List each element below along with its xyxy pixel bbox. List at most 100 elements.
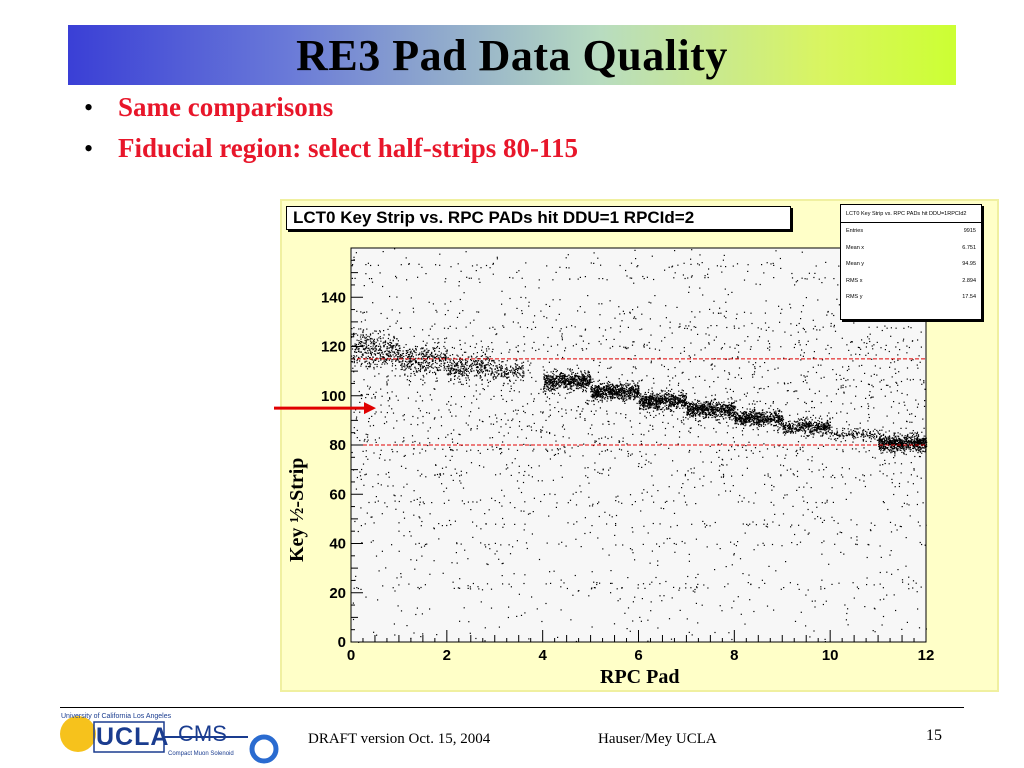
scatter-point [874, 438, 876, 440]
scatter-point [649, 318, 651, 320]
scatter-point [551, 392, 553, 394]
scatter-point [709, 525, 711, 527]
scatter-point [917, 608, 919, 610]
scatter-point [774, 513, 776, 515]
band-point [585, 391, 587, 393]
scatter-point [724, 288, 726, 290]
scatter-point [906, 367, 909, 369]
scatter-point [746, 523, 748, 525]
scatter-point [421, 266, 423, 268]
scatter-point [373, 452, 375, 454]
band-point [582, 379, 584, 381]
band-point [558, 385, 560, 388]
scatter-point [631, 453, 633, 455]
scatter-point [389, 398, 391, 400]
scatter-point [855, 353, 857, 355]
band-point [606, 385, 608, 387]
scatter-point [648, 461, 650, 463]
band-point [489, 380, 491, 382]
band-point [608, 391, 610, 393]
band-point [585, 376, 587, 378]
scatter-point [463, 351, 466, 353]
scatter-point [411, 435, 414, 437]
scatter-point [374, 396, 376, 398]
band-point [429, 370, 431, 372]
band-point [548, 379, 550, 382]
scatter-point [823, 376, 825, 378]
scatter-point [691, 410, 693, 412]
scatter-point [883, 379, 885, 381]
scatter-point [871, 345, 873, 347]
scatter-point [773, 416, 776, 418]
scatter-point [737, 344, 740, 346]
scatter-point [436, 311, 438, 313]
band-point [498, 366, 500, 368]
scatter-point [460, 474, 462, 476]
band-point [392, 359, 394, 361]
scatter-point [567, 368, 569, 370]
scatter-point [590, 262, 592, 264]
scatter-point [626, 443, 628, 445]
scatter-point [693, 326, 695, 328]
band-point [450, 370, 452, 372]
scatter-point [355, 252, 357, 254]
band-point [635, 396, 637, 398]
band-point [553, 387, 555, 389]
scatter-point [366, 328, 368, 330]
band-point [363, 342, 365, 344]
scatter-point [680, 420, 682, 422]
band-point [356, 339, 358, 341]
scatter-point [557, 401, 559, 403]
band-point [367, 363, 369, 365]
scatter-point [459, 587, 461, 589]
scatter-point [625, 417, 627, 419]
scatter-point [648, 412, 651, 414]
band-point [578, 378, 580, 380]
band-point [480, 369, 482, 371]
scatter-point [447, 434, 449, 436]
scatter-point [378, 373, 380, 375]
scatter-point [807, 340, 809, 342]
scatter-point [646, 491, 648, 493]
scatter-point [697, 436, 699, 438]
scatter-point [921, 543, 923, 546]
scatter-point [884, 325, 886, 327]
band-point [481, 361, 483, 363]
scatter-point [516, 359, 518, 361]
scatter-point [366, 311, 368, 313]
scatter-point [738, 351, 740, 353]
scatter-point [477, 450, 479, 452]
band-point [609, 388, 611, 390]
scatter-point [598, 438, 600, 440]
band-point [396, 351, 398, 353]
band-point [516, 368, 518, 370]
scatter-point [668, 447, 670, 449]
scatter-point [871, 384, 873, 386]
scatter-point [767, 347, 769, 349]
band-point [499, 369, 501, 372]
scatter-point [598, 303, 600, 305]
band-point [512, 368, 515, 370]
band-point [605, 394, 607, 396]
band-point [599, 396, 601, 398]
scatter-point [445, 466, 447, 468]
scatter-point [512, 418, 514, 420]
band-point [637, 386, 639, 388]
band-point [555, 387, 557, 389]
band-point [387, 328, 389, 330]
scatter-point [353, 587, 355, 589]
band-point [508, 376, 510, 378]
scatter-point [922, 418, 924, 420]
band-point [634, 391, 636, 393]
scatter-point [507, 419, 509, 421]
scatter-point [838, 265, 840, 267]
band-point [470, 359, 472, 362]
band-point [365, 343, 367, 345]
band-point [370, 353, 372, 355]
band-point [568, 374, 570, 376]
band-point [459, 369, 462, 372]
band-point [403, 363, 405, 365]
scatter-point [563, 428, 566, 430]
band-point [443, 356, 445, 358]
scatter-point [485, 348, 488, 350]
